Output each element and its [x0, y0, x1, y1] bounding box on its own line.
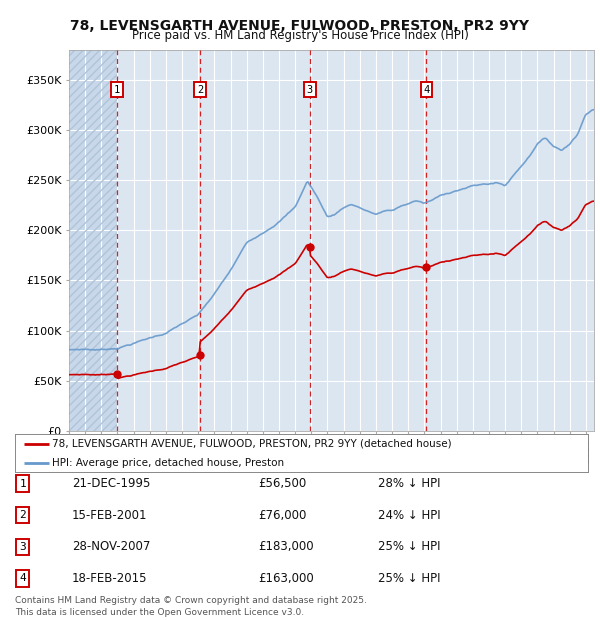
- Text: 15-FEB-2001: 15-FEB-2001: [72, 509, 148, 521]
- Text: 18-FEB-2015: 18-FEB-2015: [72, 572, 148, 585]
- Text: 25% ↓ HPI: 25% ↓ HPI: [378, 541, 440, 553]
- Text: 2: 2: [19, 510, 26, 520]
- Text: £163,000: £163,000: [258, 572, 314, 585]
- Text: £183,000: £183,000: [258, 541, 314, 553]
- Text: 1: 1: [19, 479, 26, 489]
- Text: 24% ↓ HPI: 24% ↓ HPI: [378, 509, 440, 521]
- Text: 1: 1: [114, 85, 120, 95]
- Text: Price paid vs. HM Land Registry's House Price Index (HPI): Price paid vs. HM Land Registry's House …: [131, 29, 469, 42]
- Bar: [69, 50, 117, 431]
- Text: 28% ↓ HPI: 28% ↓ HPI: [378, 477, 440, 490]
- Text: 78, LEVENSGARTH AVENUE, FULWOOD, PRESTON, PR2 9YY: 78, LEVENSGARTH AVENUE, FULWOOD, PRESTON…: [71, 19, 530, 33]
- Text: 78, LEVENSGARTH AVENUE, FULWOOD, PRESTON, PR2 9YY (detached house): 78, LEVENSGARTH AVENUE, FULWOOD, PRESTON…: [52, 438, 452, 449]
- Text: 4: 4: [19, 574, 26, 583]
- Text: Contains HM Land Registry data © Crown copyright and database right 2025.
This d: Contains HM Land Registry data © Crown c…: [15, 596, 367, 617]
- Text: £76,000: £76,000: [258, 509, 307, 521]
- Text: 3: 3: [307, 85, 313, 95]
- Text: 4: 4: [423, 85, 430, 95]
- Text: 25% ↓ HPI: 25% ↓ HPI: [378, 572, 440, 585]
- Text: 28-NOV-2007: 28-NOV-2007: [72, 541, 151, 553]
- Text: 2: 2: [197, 85, 203, 95]
- Text: £56,500: £56,500: [258, 477, 306, 490]
- Text: HPI: Average price, detached house, Preston: HPI: Average price, detached house, Pres…: [52, 458, 284, 468]
- Bar: [69, 50, 117, 431]
- Text: 3: 3: [19, 542, 26, 552]
- Text: 21-DEC-1995: 21-DEC-1995: [72, 477, 151, 490]
